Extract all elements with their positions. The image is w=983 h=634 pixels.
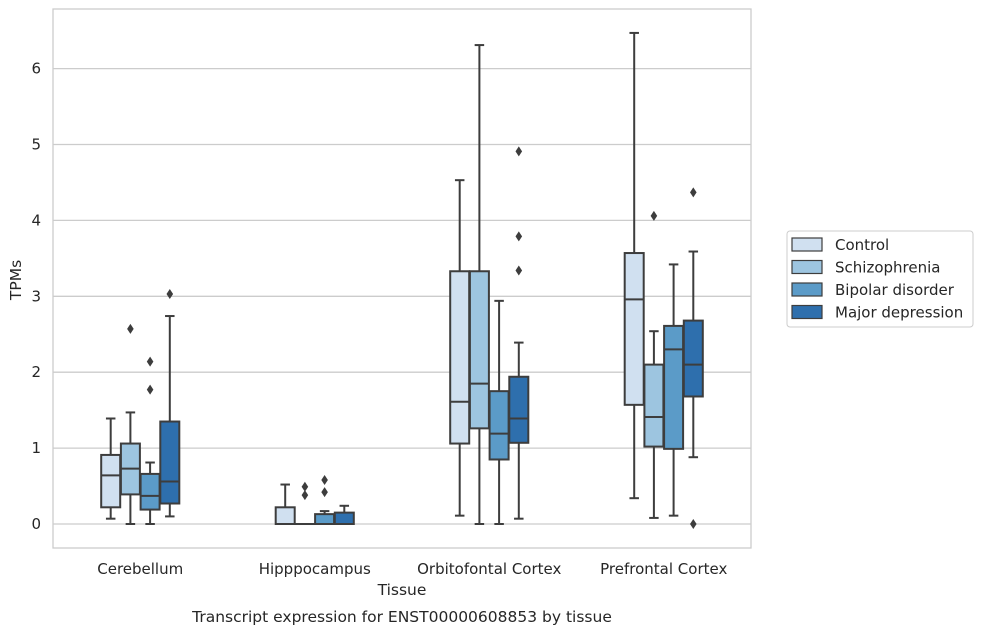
box-iqr xyxy=(663,324,685,450)
box-groups xyxy=(100,31,704,529)
box-iqr xyxy=(274,506,296,526)
box xyxy=(643,210,665,519)
outlier-marker xyxy=(166,289,174,300)
x-axis-ticks: Cerebellum Hipppocampus Orbitofontal Corte… xyxy=(97,560,727,578)
box xyxy=(274,483,296,526)
x-tick-label: Orbitofontal Cortex xyxy=(417,560,561,578)
legend-frame xyxy=(786,230,974,328)
x-axis-label: Tissue xyxy=(377,581,427,599)
box xyxy=(468,44,490,525)
outlier-marker xyxy=(127,323,134,334)
y-tick-label: 6 xyxy=(31,60,41,78)
legend: Control Schizophrenia Bipolar disorder Majo… xyxy=(786,230,974,328)
legend-label: Control xyxy=(835,236,889,254)
outlier-marker xyxy=(690,519,697,529)
y-axis-ticks: 0 1 2 3 4 5 6 xyxy=(31,60,41,533)
legend-label: Major depression xyxy=(835,304,963,322)
box-iqr xyxy=(314,513,336,525)
box xyxy=(682,187,704,529)
legend-entry: Bipolar disorder xyxy=(791,281,955,299)
box-group-2 xyxy=(449,44,530,525)
box xyxy=(508,146,530,520)
legend-label: Bipolar disorder xyxy=(835,281,955,299)
box-iqr xyxy=(623,252,645,406)
plot-background xyxy=(53,9,751,548)
box-iqr xyxy=(508,375,530,444)
box-iqr xyxy=(468,270,490,430)
outlier-marker xyxy=(515,231,523,242)
box xyxy=(623,31,645,500)
legend-label: Schizophrenia xyxy=(835,259,940,277)
outlier-marker xyxy=(690,187,697,198)
box-iqr xyxy=(682,319,704,398)
y-tick-label: 0 xyxy=(31,515,41,533)
x-tick-label: Hipppocampus xyxy=(259,560,371,578)
chart-caption: Transcript expression for ENST0000060885… xyxy=(191,608,612,626)
legend-swatch xyxy=(791,237,823,252)
plot-frame xyxy=(52,8,752,549)
box xyxy=(100,417,122,520)
y-tick-label: 4 xyxy=(31,211,41,229)
box-iqr xyxy=(139,472,161,511)
x-tick-label: Prefrontal Cortex xyxy=(600,560,727,578)
y-axis-label: TPMs xyxy=(7,260,25,301)
outlier-marker xyxy=(321,487,328,498)
outlier-marker xyxy=(146,356,154,367)
box-iqr xyxy=(449,270,471,445)
outlier-marker xyxy=(301,490,309,501)
box-iqr xyxy=(643,363,665,448)
legend-entry: Control xyxy=(791,236,889,254)
legend-entry: Major depression xyxy=(791,304,963,322)
box xyxy=(119,323,141,525)
outlier-marker xyxy=(515,146,523,157)
box xyxy=(139,356,161,525)
outlier-marker xyxy=(301,481,309,492)
box-iqr xyxy=(100,453,122,509)
outlier-marker xyxy=(321,474,328,485)
legend-swatch xyxy=(791,282,823,297)
outlier-marker xyxy=(650,210,658,221)
outlier-marker xyxy=(515,265,523,276)
box-group-0 xyxy=(100,289,181,525)
box-iqr xyxy=(159,420,181,505)
box-iqr xyxy=(333,511,355,525)
box xyxy=(333,504,355,525)
y-tick-label: 1 xyxy=(31,439,41,457)
x-tick-label: Cerebellum xyxy=(97,560,183,578)
box-group-3 xyxy=(623,31,704,529)
y-tick-label: 3 xyxy=(31,287,41,305)
box-iqr xyxy=(488,390,510,461)
legend-entries: Control Schizophrenia Bipolar disorder Majo… xyxy=(791,236,963,322)
outlier-marker xyxy=(146,384,154,395)
box-group-1 xyxy=(274,474,355,526)
y-tick-label: 2 xyxy=(31,363,41,381)
box xyxy=(159,289,181,518)
legend-swatch xyxy=(791,259,823,275)
y-tick-label: 5 xyxy=(31,136,41,154)
legend-swatch xyxy=(791,304,823,320)
legend-entry: Schizophrenia xyxy=(791,259,940,277)
